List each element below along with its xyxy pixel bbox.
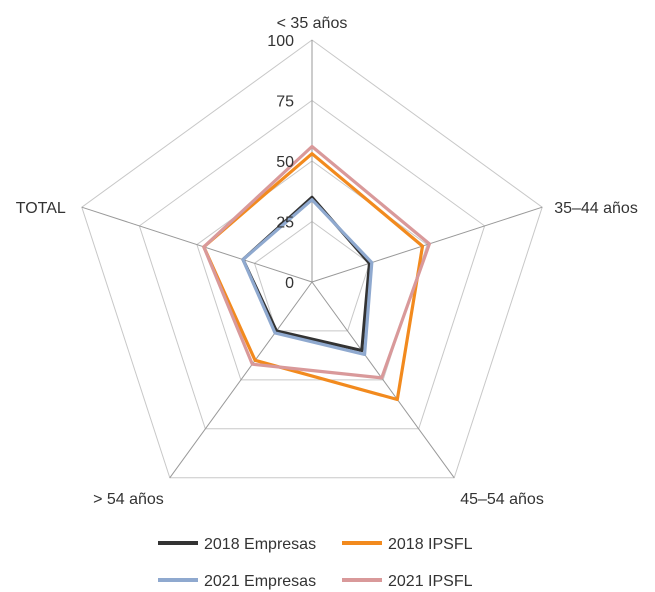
legend-label-2: 2021 Empresas — [204, 573, 316, 590]
legend-item-1: 2018 IPSFL — [342, 536, 473, 553]
axis-label-1: 35–44 años — [554, 200, 638, 217]
radar-grid — [81, 39, 543, 479]
legend-item-2: 2021 Empresas — [158, 573, 316, 590]
spoke-4 — [81, 206, 313, 283]
legend-label-3: 2021 IPSFL — [388, 573, 473, 590]
axis-label-0: < 35 años — [277, 15, 348, 32]
axis-label-3: > 54 años — [93, 491, 164, 508]
grid-ring-25 — [253, 220, 371, 332]
tick-label-50: 50 — [276, 154, 294, 171]
series-line-0 — [241, 195, 372, 353]
legend-item-3: 2021 IPSFL — [342, 573, 473, 590]
spoke-1 — [311, 206, 543, 283]
legend: 2018 Empresas 2018 IPSFL 2021 Empresas 2021… — [158, 536, 473, 590]
grid-ring-75 — [138, 99, 486, 430]
legend-label-1: 2018 IPSFL — [388, 536, 473, 553]
legend-item-0: 2018 Empresas — [158, 536, 316, 553]
grid-ring-100 — [81, 39, 543, 479]
radar-spokes — [81, 40, 543, 479]
tick-label-0: 0 — [285, 275, 294, 292]
series-line-1 — [202, 152, 425, 402]
axis-labels: < 35 años 35–44 años 45–54 años > 54 años TO… — [16, 15, 638, 508]
axis-label-2: 45–54 años — [460, 491, 544, 508]
series-line-3 — [202, 144, 431, 380]
scale-tick-labels: 0 25 50 75 100 — [267, 33, 294, 292]
grid-ring-50 — [196, 160, 428, 381]
tick-label-100: 100 — [267, 33, 294, 50]
series-layer — [202, 144, 431, 402]
axis-label-4: TOTAL — [16, 200, 66, 217]
legend-label-0: 2018 Empresas — [204, 536, 316, 553]
series-line-2 — [241, 198, 374, 356]
spoke-3 — [169, 281, 313, 479]
tick-label-25: 25 — [276, 215, 294, 232]
spoke-2 — [311, 281, 455, 479]
tick-label-75: 75 — [276, 94, 294, 111]
